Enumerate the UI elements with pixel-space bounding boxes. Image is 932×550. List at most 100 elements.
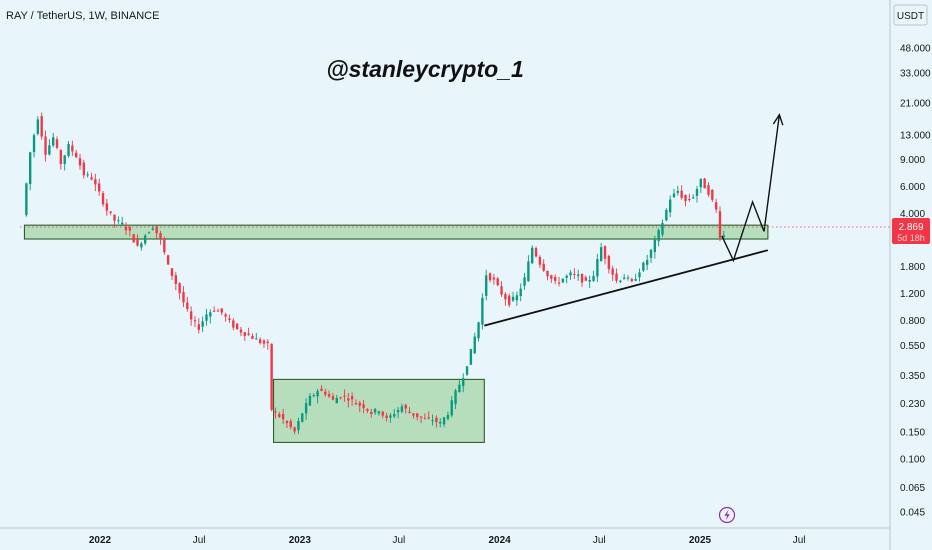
candle: [423, 413, 427, 420]
candle: [427, 411, 430, 420]
candle: [653, 235, 657, 259]
candle: [278, 411, 281, 418]
candle: [193, 316, 197, 328]
candle: [599, 242, 603, 262]
candle: [132, 233, 135, 243]
candle: [458, 379, 461, 393]
candle: [186, 296, 189, 312]
candle: [695, 185, 699, 203]
candle: [266, 339, 269, 350]
candle: [358, 400, 361, 413]
candle: [607, 254, 611, 274]
candle: [159, 230, 162, 245]
candle: [550, 274, 553, 283]
candle: [228, 314, 231, 323]
price-axis[interactable]: 48.000 33.000 21.000 13.000 9.000 6.000 4.000 1…: [900, 43, 931, 518]
candle: [622, 273, 626, 280]
candle: [634, 273, 637, 282]
candle: [672, 189, 676, 198]
candle: [699, 178, 703, 194]
lightning-icon[interactable]: [718, 506, 736, 524]
candle: [67, 140, 70, 158]
price-tick-label: 13.000: [900, 130, 931, 141]
candle: [393, 409, 396, 419]
candle: [285, 420, 289, 428]
time-tick-label: 2023: [289, 535, 312, 546]
candle: [645, 254, 649, 271]
candle: [500, 281, 503, 297]
candle: [511, 291, 515, 303]
candle: [270, 343, 273, 412]
candle: [642, 261, 645, 272]
candle: [71, 140, 74, 156]
candle: [105, 198, 109, 216]
candle: [258, 337, 262, 345]
candle: [477, 321, 480, 342]
candle: [519, 283, 522, 302]
candle: [220, 308, 223, 316]
candle: [201, 316, 204, 333]
currency-label[interactable]: USDT: [897, 11, 924, 22]
candle: [577, 269, 580, 281]
price-tick-label: 0.150: [900, 427, 925, 438]
candle: [350, 392, 354, 406]
candle: [504, 292, 507, 306]
candle: [136, 234, 139, 247]
candle: [561, 278, 565, 284]
candle: [366, 408, 369, 414]
candle: [216, 308, 220, 312]
candle: [435, 415, 438, 428]
candle: [293, 426, 296, 435]
candle: [431, 414, 434, 426]
candle: [97, 178, 101, 196]
price-tick-label: 0.800: [900, 316, 925, 327]
projection-path[interactable]: [721, 114, 781, 263]
time-tick-label: Jul: [193, 535, 206, 546]
candle: [25, 182, 28, 217]
candle: [603, 245, 607, 265]
candle: [178, 282, 181, 300]
time-tick-label: Jul: [593, 535, 606, 546]
candle: [580, 273, 584, 287]
candle: [212, 306, 216, 313]
candle: [465, 366, 469, 376]
candle: [454, 388, 457, 410]
candle: [661, 219, 664, 238]
candle: [626, 275, 630, 281]
candle: [120, 216, 124, 227]
candle: [48, 139, 51, 156]
ascending-trendline[interactable]: [484, 249, 769, 327]
arrowhead: [772, 113, 784, 126]
candle: [404, 403, 407, 414]
candle: [676, 185, 680, 196]
time-axis[interactable]: 2022 Jul 2023 Jul 2024 Jul 2025 Jul: [89, 535, 806, 546]
candle: [531, 245, 534, 265]
candle: [143, 234, 147, 246]
candle: [251, 333, 254, 340]
currency-button[interactable]: [893, 4, 928, 26]
candle: [546, 270, 549, 281]
candle: [320, 385, 323, 392]
candle: [235, 323, 239, 331]
candle: [565, 274, 568, 284]
candle: [182, 286, 185, 308]
candle: [44, 130, 47, 162]
candle: [684, 194, 687, 207]
drawings-layer: [484, 113, 784, 327]
candle: [469, 349, 473, 365]
candle: [327, 390, 331, 399]
candle: [680, 185, 683, 200]
candle: [370, 408, 373, 418]
resistance-support-zone[interactable]: [23, 224, 769, 240]
candle: [347, 392, 350, 408]
symbol-header[interactable]: RAY / TetherUS, 1W, BINANCE: [6, 10, 159, 22]
candle: [496, 276, 499, 287]
candle: [450, 396, 453, 418]
candle: [362, 400, 365, 414]
price-tag-background: [892, 218, 930, 244]
candle: [412, 413, 415, 419]
candle: [32, 133, 36, 158]
price-tick-label: 6.000: [900, 182, 925, 193]
